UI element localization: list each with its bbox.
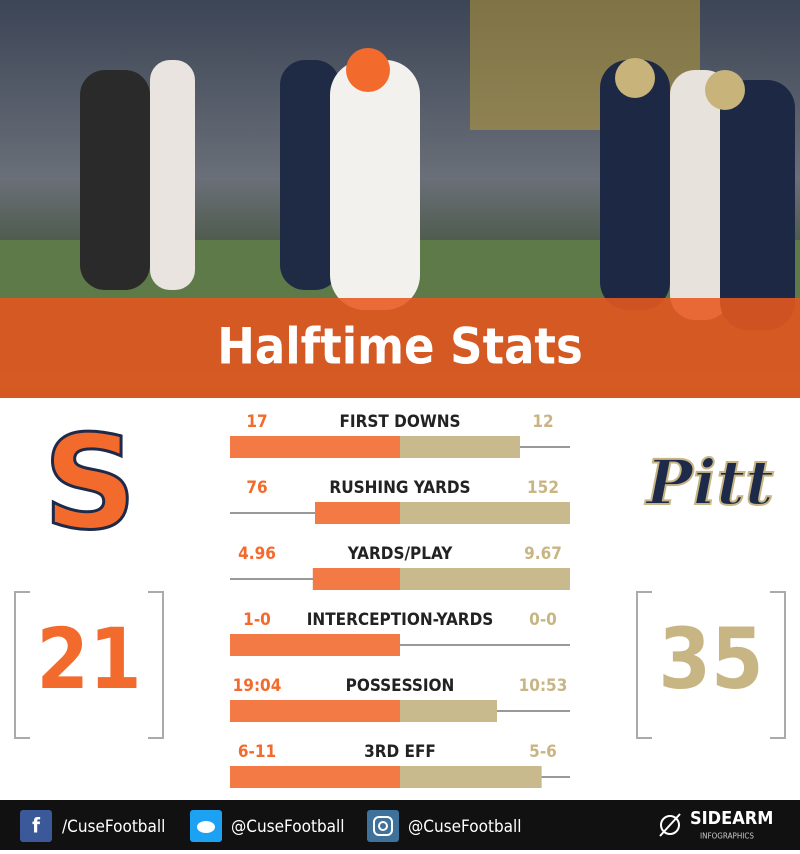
score-brackets xyxy=(14,591,786,739)
right-value: 152 xyxy=(527,478,559,498)
right-value: 5-6 xyxy=(529,742,557,762)
left-bar xyxy=(230,436,400,458)
right-bar xyxy=(400,700,497,722)
right-bar xyxy=(400,436,520,458)
left-bar xyxy=(312,568,400,590)
facebook-glyph: f xyxy=(32,814,40,838)
left-value: 1-0 xyxy=(243,610,271,630)
twitter-handle[interactable]: @CuseFootball xyxy=(231,817,345,837)
instagram-glyph xyxy=(373,816,393,836)
instagram-glyph xyxy=(378,821,388,831)
stat-label: YARDS/PLAY xyxy=(347,544,454,564)
instagram-handle[interactable]: @CuseFootball xyxy=(408,817,522,837)
pitt-logo: Pitt xyxy=(644,446,774,519)
brand-sub: INFOGRAPHICS xyxy=(700,832,754,841)
brand: SIDEARM xyxy=(690,808,773,829)
stat-label: 3RD EFF xyxy=(364,742,436,762)
facebook-handle[interactable]: /CuseFootball xyxy=(62,817,165,837)
score: 21 xyxy=(36,610,141,708)
stat-label: INTERCEPTION-YARDS xyxy=(307,610,494,630)
stat-label: RUSHING YARDS xyxy=(329,478,470,498)
stats: FIRST DOWNS 17 12 RUSHING YARDS 76 152 YARDS/P… xyxy=(230,412,570,788)
right-value: 10:53 xyxy=(519,676,568,696)
right-bar xyxy=(400,568,570,590)
right-value: 0-0 xyxy=(529,610,557,630)
left-bar xyxy=(315,502,400,524)
instagram-icon[interactable] xyxy=(367,810,399,842)
title: Halftime Stats xyxy=(217,318,582,376)
sidearm-mark xyxy=(659,813,681,837)
stat-label: FIRST DOWNS xyxy=(339,412,460,432)
left-value: 17 xyxy=(246,412,267,432)
content-background xyxy=(0,398,800,800)
facebook-icon[interactable] xyxy=(20,810,52,842)
score: 35 xyxy=(658,610,763,708)
right-value: 9.67 xyxy=(524,544,562,564)
left-value: 76 xyxy=(246,478,267,498)
syracuse-logo: S xyxy=(43,407,137,559)
right-bar xyxy=(400,766,542,788)
title-banner xyxy=(0,298,800,398)
left-value: 19:04 xyxy=(233,676,282,696)
footer xyxy=(0,800,800,850)
left-bar xyxy=(230,766,400,788)
right-bar xyxy=(400,502,570,524)
right-value: 12 xyxy=(532,412,553,432)
stat-label: POSSESSION xyxy=(346,676,455,696)
left-bar xyxy=(230,634,400,656)
left-bar xyxy=(230,700,400,722)
photo-players xyxy=(80,48,795,330)
left-value: 4.96 xyxy=(238,544,276,564)
twitter-glyph xyxy=(197,821,215,833)
left-value: 6-11 xyxy=(238,742,276,762)
